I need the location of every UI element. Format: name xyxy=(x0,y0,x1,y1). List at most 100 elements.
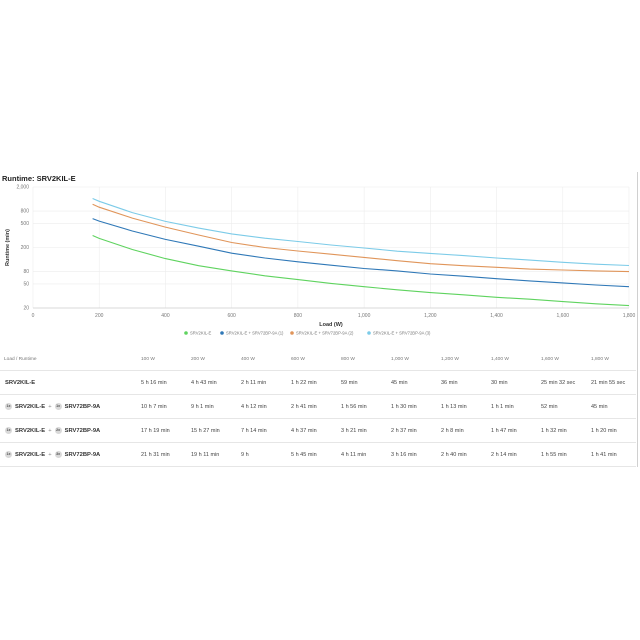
table-header-load: 1,400 W xyxy=(487,348,537,371)
runtime-cell: 4 h 43 min xyxy=(187,370,237,395)
runtime-cell: 1 h 56 min xyxy=(337,394,387,419)
runtime-cell: 59 min xyxy=(337,370,387,395)
table-header-load: 100 W xyxy=(137,348,187,371)
legend-label: SRV2KIL-E + SRV72BP-9A (2) xyxy=(296,331,354,336)
quantity-badge: 2x xyxy=(54,426,62,434)
plus-separator: + xyxy=(48,404,52,411)
y-tick-label: 80 xyxy=(23,269,29,275)
x-tick-label: 800 xyxy=(294,313,303,319)
runtime-cell: 17 h 19 min xyxy=(137,418,187,443)
table-header-label: Load / Runtime xyxy=(0,348,137,371)
runtime-cell: 5 h 16 min xyxy=(137,370,187,395)
x-tick-label: 1,800 xyxy=(623,313,636,319)
table-row: SRV2KIL-E 5 h 16 min 4 h 43 min 2 h 11 min 1… xyxy=(0,370,636,395)
configuration-cell: 1x SRV2KIL-E +1x SRV72BP-9A xyxy=(0,394,137,419)
runtime-cell: 1 h 1 min xyxy=(487,394,537,419)
y-tick-label: 2,000 xyxy=(16,185,29,191)
runtime-cell: 9 h xyxy=(237,442,287,467)
legend-label: SRV2KIL-E + SRV72BP-9A (1) xyxy=(226,331,284,336)
legend-label: SRV2KIL-E xyxy=(190,331,212,336)
runtime-cell: 2 h 8 min xyxy=(437,418,487,443)
series-line-2 xyxy=(92,218,630,288)
configuration-cell: SRV2KIL-E xyxy=(0,370,137,395)
runtime-cell: 7 h 14 min xyxy=(237,418,287,443)
product-name: SRV72BP-9A xyxy=(64,452,101,459)
quantity-badge: 3x xyxy=(54,450,62,458)
table-row: 1x SRV2KIL-E +1x SRV72BP-9A 10 h 7 min 9 h 1 … xyxy=(0,394,636,419)
runtime-panel: Runtime: SRV2KIL-E 20 50 80 200 500 800 2,000 0… xyxy=(0,172,640,467)
runtime-cell: 1 h 20 min xyxy=(587,418,636,443)
runtime-cell: 4 h 11 min xyxy=(337,442,387,467)
table-header-load: 1,200 W xyxy=(437,348,487,371)
x-axis-title: Load (W) xyxy=(319,322,343,328)
runtime-cell: 2 h 11 min xyxy=(237,370,287,395)
runtime-cell: 25 min 32 sec xyxy=(537,370,587,395)
legend-marker xyxy=(184,331,188,335)
runtime-cell: 21 min 55 sec xyxy=(587,370,636,395)
product-name: SRV2KIL-E xyxy=(15,404,46,411)
configuration-cell: 1x SRV2KIL-E +2x SRV72BP-9A xyxy=(0,418,137,443)
runtime-cell: 36 min xyxy=(437,370,487,395)
runtime-cell: 1 h 13 min xyxy=(437,394,487,419)
legend-marker xyxy=(290,331,294,335)
x-tick-label: 1,000 xyxy=(358,313,371,319)
runtime-cell: 1 h 47 min xyxy=(487,418,537,443)
runtime-cell: 3 h 21 min xyxy=(337,418,387,443)
table-row: 1x SRV2KIL-E +3x SRV72BP-9A 21 h 31 min 19 h … xyxy=(0,442,636,467)
runtime-cell: 52 min xyxy=(537,394,587,419)
runtime-cell: 3 h 16 min xyxy=(387,442,437,467)
quantity-badge: 1x xyxy=(54,402,62,410)
y-tick-label: 50 xyxy=(23,282,29,288)
runtime-chart: 20 50 80 200 500 800 2,000 0 200 400 600 800 1,000 1,… xyxy=(5,185,636,336)
x-tick-label: 400 xyxy=(161,313,170,319)
product-name: SRV2KIL-E xyxy=(15,452,46,459)
product-name: SRV2KIL-E xyxy=(15,428,46,435)
runtime-cell: 2 h 41 min xyxy=(287,394,337,419)
runtime-cell: 2 h 40 min xyxy=(437,442,487,467)
series-line-1 xyxy=(92,234,630,307)
runtime-cell: 2 h 14 min xyxy=(487,442,537,467)
product-name: SRV72BP-9A xyxy=(64,428,101,435)
table-header-load: 1,000 W xyxy=(387,348,437,371)
quantity-badge: 1x xyxy=(5,450,12,458)
runtime-cell: 1 h 41 min xyxy=(587,442,636,467)
legend-marker xyxy=(220,331,224,335)
runtime-cell: 45 min xyxy=(587,394,636,419)
table-header-load: 800 W xyxy=(337,348,387,371)
runtime-cell: 5 h 45 min xyxy=(287,442,337,467)
series-line-3 xyxy=(92,203,630,273)
runtime-cell: 21 h 31 min xyxy=(137,442,187,467)
runtime-cell: 15 h 27 min xyxy=(187,418,237,443)
configuration-cell: 1x SRV2KIL-E +3x SRV72BP-9A xyxy=(0,442,137,467)
runtime-cell: 19 h 11 min xyxy=(187,442,237,467)
product-name: SRV2KIL-E xyxy=(5,379,36,386)
x-tick-label: 1,600 xyxy=(557,313,570,319)
table-row: 1x SRV2KIL-E +2x SRV72BP-9A 17 h 19 min 15 h … xyxy=(0,418,636,443)
chart-title: Runtime: SRV2KIL-E xyxy=(2,174,76,183)
legend-label: SRV2KIL-E + SRV72BP-9A (3) xyxy=(373,331,431,336)
quantity-badge: 1x xyxy=(5,402,12,410)
y-tick-label: 800 xyxy=(21,209,30,215)
legend-marker xyxy=(367,331,371,335)
runtime-cell: 2 h 37 min xyxy=(387,418,437,443)
quantity-badge: 1x xyxy=(5,426,12,434)
panel-divider xyxy=(637,172,638,467)
plus-separator: + xyxy=(48,428,52,435)
plus-separator: + xyxy=(48,452,52,459)
table-header-load: 1,600 W xyxy=(537,348,587,371)
x-tick-label: 1,200 xyxy=(424,313,437,319)
runtime-cell: 30 min xyxy=(487,370,537,395)
runtime-cell: 10 h 7 min xyxy=(137,394,187,419)
x-tick-label: 200 xyxy=(95,313,104,319)
runtime-cell: 45 min xyxy=(387,370,437,395)
x-tick-label: 0 xyxy=(32,313,35,319)
table-header-load: 600 W xyxy=(287,348,337,371)
y-tick-label: 20 xyxy=(23,306,29,312)
table-header-load: 200 W xyxy=(187,348,237,371)
product-name: SRV72BP-9A xyxy=(64,404,101,411)
runtime-cell: 1 h 30 min xyxy=(387,394,437,419)
y-tick-label: 200 xyxy=(21,245,30,251)
runtime-cell: 1 h 22 min xyxy=(287,370,337,395)
